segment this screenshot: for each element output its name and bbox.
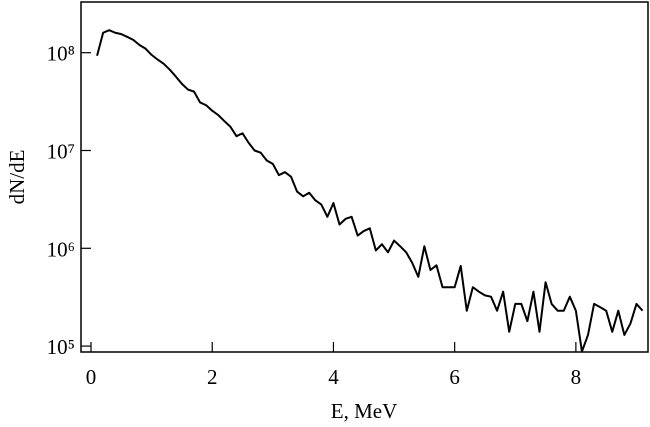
y-tick-label: 10⁵ — [47, 335, 75, 359]
x-tick-label: 8 — [571, 365, 582, 389]
y-axis-label: dN/dE — [5, 150, 29, 205]
x-tick-label: 6 — [449, 365, 460, 389]
y-tick-label: 10⁷ — [47, 139, 75, 163]
y-tick-label: 10⁶ — [47, 237, 75, 261]
x-tick-label: 0 — [86, 365, 97, 389]
x-tick-label: 2 — [207, 365, 218, 389]
x-axis-label: E, MeV — [331, 399, 398, 423]
plot-frame — [80, 1, 649, 353]
y-tick-label: 10⁸ — [47, 42, 75, 66]
x-tick-label: 4 — [328, 365, 339, 389]
data-line — [96, 29, 644, 353]
